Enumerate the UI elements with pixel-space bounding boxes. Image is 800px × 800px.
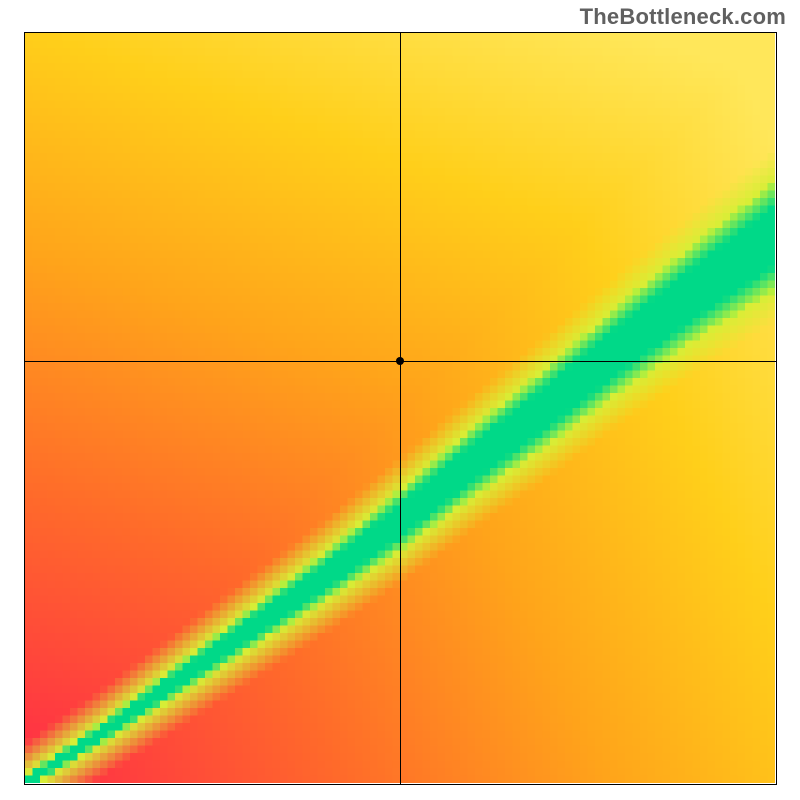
watermark: TheBottleneck.com bbox=[580, 4, 786, 30]
crosshair-vertical bbox=[400, 33, 401, 784]
heatmap-plot bbox=[24, 32, 777, 785]
crosshair-marker bbox=[396, 357, 404, 365]
